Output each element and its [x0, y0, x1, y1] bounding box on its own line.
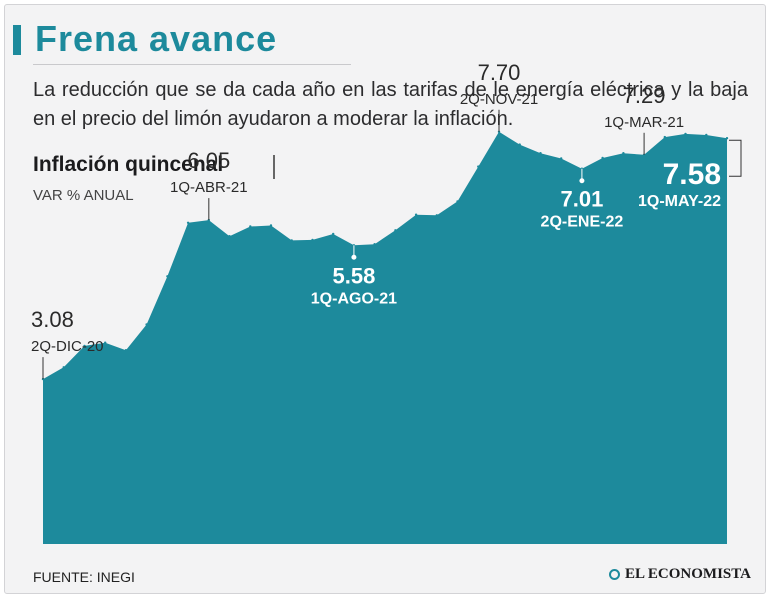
- brand-circle-icon: [609, 569, 620, 580]
- annotation-marker: [351, 254, 357, 260]
- chart-description: La reducción que se da cada año en las t…: [33, 79, 748, 130]
- data-point: [249, 225, 252, 228]
- title-accent-bar: [13, 25, 21, 55]
- annotation-value: 3.08: [31, 307, 74, 332]
- data-point: [435, 214, 438, 217]
- data-point: [332, 232, 335, 236]
- data-point: [414, 213, 418, 216]
- data-point: [663, 135, 666, 139]
- data-point: [394, 229, 397, 232]
- data-point: [290, 239, 293, 242]
- infographic-card: Frena avance La reducción que se da cada…: [4, 4, 766, 594]
- annotation-value: 7.29: [623, 83, 666, 108]
- brand-name: EL ECONOMISTA: [625, 566, 751, 582]
- data-point: [684, 132, 687, 136]
- annotation-marker: [579, 178, 585, 184]
- inflation-area-chart: 3.08 2Q-DIC-20 6.05 1Q-ABR-21 5.58 1Q-AGO-21 7…: [31, 60, 742, 545]
- annotation-value: 7.70: [478, 60, 521, 85]
- chart-title: Inflación quincenal: [33, 153, 224, 176]
- data-point: [477, 165, 480, 168]
- chart-title-separator: [273, 155, 275, 179]
- annotation-date: 2Q-DIC-20: [31, 338, 104, 355]
- annotation-value: 5.58: [332, 263, 375, 288]
- data-point: [560, 157, 563, 160]
- data-point: [62, 366, 65, 369]
- annotation-date: 1Q-ABR-21: [170, 179, 248, 196]
- data-point: [725, 137, 729, 140]
- data-point: [705, 133, 708, 137]
- chart-unit-label: VAR % ANUAL: [33, 187, 134, 204]
- data-point: [580, 167, 584, 170]
- data-point: [539, 152, 542, 155]
- title-divider: [33, 64, 351, 65]
- data-point: [311, 238, 314, 242]
- area-series: [43, 131, 727, 545]
- annotation-date: 1Q-MAY-22: [638, 193, 721, 210]
- data-point: [456, 200, 459, 203]
- data-point: [228, 235, 231, 238]
- annotation-value: 7.58: [663, 158, 721, 191]
- annotation-date: 1Q-MAR-21: [604, 114, 684, 131]
- data-point: [83, 344, 86, 348]
- annotation-bracket: [729, 139, 742, 177]
- data-point: [622, 152, 625, 155]
- data-point: [145, 323, 148, 326]
- annotation-value: 6.05: [187, 148, 230, 173]
- page-title: Frena avance: [35, 18, 278, 59]
- annotation-date: 2Q-NOV-21: [460, 91, 538, 108]
- annotation-value: 7.01: [560, 187, 603, 212]
- annotation-date: 1Q-AGO-21: [311, 290, 397, 307]
- data-point: [497, 130, 501, 133]
- data-point: [601, 156, 604, 160]
- data-point: [166, 275, 169, 278]
- data-point: [642, 153, 646, 156]
- data-point: [124, 349, 128, 352]
- data-point: [373, 243, 376, 246]
- data-point: [186, 221, 190, 224]
- data-point: [269, 224, 273, 227]
- data-point: [518, 143, 521, 146]
- annotation-date: 2Q-ENE-22: [541, 214, 624, 231]
- source-note: FUENTE: INEGI: [33, 569, 135, 585]
- brand-logo: EL ECONOMISTA: [609, 566, 751, 583]
- data-point: [104, 341, 107, 344]
